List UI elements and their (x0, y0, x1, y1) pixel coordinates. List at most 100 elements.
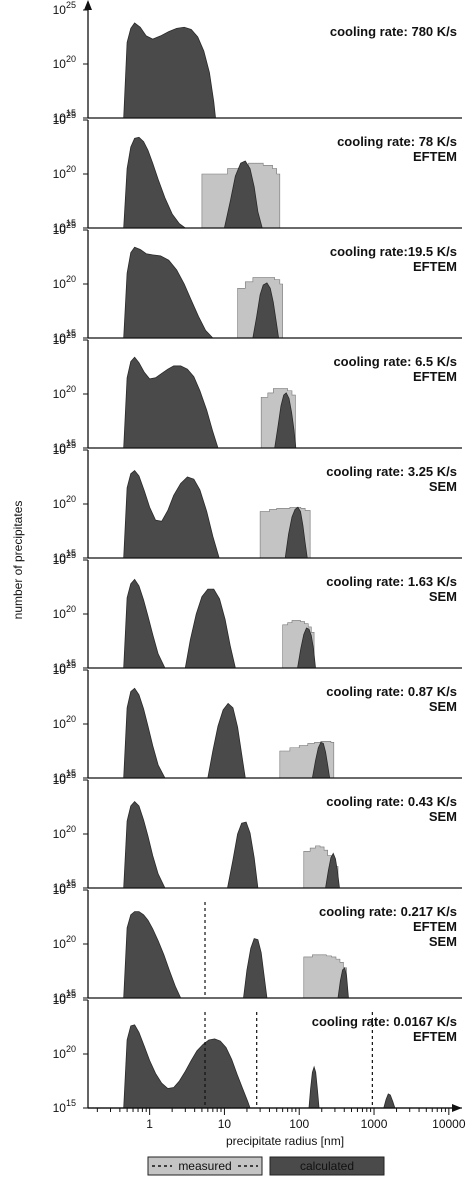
calculated-area (123, 136, 187, 229)
y-tick-label: 1020 (53, 824, 76, 841)
y-tick-exponent: 15 (66, 328, 76, 338)
panel-title-line: cooling rate: 0.217 K/s (319, 904, 457, 919)
calculated-area (123, 578, 166, 669)
y-tick-exponent: 20 (66, 384, 76, 394)
calculated-area (123, 22, 216, 119)
y-tick-label: 1025 (53, 990, 76, 1007)
y-tick-exponent: 25 (66, 220, 76, 230)
y-tick-exponent: 25 (66, 440, 76, 450)
y-tick-exponent: 25 (66, 880, 76, 890)
calculated-2-area (308, 1065, 320, 1109)
y-tick-label: 1020 (53, 164, 76, 181)
panel-title-line: SEM (429, 934, 457, 949)
y-tick-exponent: 15 (66, 768, 76, 778)
panel-title-line: EFTEM (413, 919, 457, 934)
panel-title-line: EFTEM (413, 149, 457, 164)
y-tick-exponent: 20 (66, 1044, 76, 1054)
panel-title-line: SEM (429, 699, 457, 714)
y-tick-exponent: 25 (66, 110, 76, 120)
panel-title-line: SEM (429, 589, 457, 604)
legend: measured calculated (147, 1156, 385, 1176)
y-tick-label: 1025 (53, 880, 76, 897)
calculated-2-area (184, 588, 236, 669)
y-tick-label: 1025 (53, 110, 76, 127)
calculated-area (123, 687, 166, 779)
y-tick-exponent: 20 (66, 824, 76, 834)
y-tick-label: 1025 (53, 440, 76, 457)
calculated-area (123, 469, 220, 559)
y-tick-exponent: 15 (66, 218, 76, 228)
y-tick-exponent: 20 (66, 164, 76, 174)
legend-calculated-swatch (269, 1156, 385, 1176)
y-tick-exponent: 15 (66, 658, 76, 668)
calculated-3-area (383, 1093, 396, 1109)
x-axis-label: precipitate radius [nm] (226, 1134, 344, 1148)
y-axis-label-group: number of precipitates (11, 501, 25, 620)
calculated-2-area (207, 702, 246, 779)
calculated-area (123, 356, 219, 449)
y-tick-label: 1020 (53, 274, 76, 291)
panel-title-line: EFTEM (413, 1029, 457, 1044)
x-tick-label: 10 (218, 1117, 232, 1131)
y-tick-exponent: 15 (66, 548, 76, 558)
y-tick-label: 1025 (53, 220, 76, 237)
y-tick-exponent: 20 (66, 934, 76, 944)
y-tick-exponent: 20 (66, 54, 76, 64)
calculated-area (123, 246, 214, 339)
y-tick-exponent: 15 (66, 988, 76, 998)
legend-calculated-label: calculated (300, 1159, 354, 1173)
panel-title-line: cooling rate: 3.25 K/s (326, 464, 457, 479)
y-tick-exponent: 25 (66, 660, 76, 670)
panel-title-line: SEM (429, 809, 457, 824)
y-tick-exponent: 15 (66, 878, 76, 888)
panel-title-line: cooling rate: 0.43 K/s (326, 794, 457, 809)
y-tick-label: 1025 (53, 550, 76, 567)
panel-title-line: cooling rate: 0.87 K/s (326, 684, 457, 699)
y-tick-exponent: 25 (66, 0, 76, 10)
y-axis-label: number of precipitates (11, 501, 25, 620)
panel-title-line: EFTEM (413, 369, 457, 384)
x-tick-label: 100 (289, 1117, 309, 1131)
panel-title-line: cooling rate: 0.0167 K/s (312, 1014, 457, 1029)
x-tick-label: 1 (146, 1117, 153, 1131)
panel-title-line: EFTEM (413, 259, 457, 274)
y-tick-label: 1020 (53, 384, 76, 401)
y-tick-exponent: 20 (66, 714, 76, 724)
panel-title-line: cooling rate:19.5 K/s (330, 244, 457, 259)
calculated-area (123, 801, 166, 889)
calculated-2-area (243, 938, 268, 999)
y-tick-exponent: 25 (66, 990, 76, 1000)
panel-title-line: SEM (429, 479, 457, 494)
y-tick-exponent: 25 (66, 770, 76, 780)
panel-10: 1015 1020 1025 cooling rate: 0.0167 K/sEFTE… (53, 990, 462, 1115)
y-tick-label: 1020 (53, 494, 76, 511)
x-axis-arrowhead (452, 1104, 462, 1112)
panel-title-line: cooling rate: 6.5 K/s (333, 354, 457, 369)
y-tick-label: 1025 (53, 330, 76, 347)
y-tick-label: 1020 (53, 604, 76, 621)
panels-group: 1015 1020 1025 cooling rate: 780 K/s 1015 102… (53, 0, 462, 1115)
y-tick-label: 1020 (53, 1044, 76, 1061)
y-axis-arrowhead (84, 0, 92, 10)
legend-measured-swatch (147, 1156, 263, 1176)
y-tick-exponent: 20 (66, 604, 76, 614)
y-tick-exponent: 15 (66, 108, 76, 118)
y-tick-label: 1020 (53, 934, 76, 951)
y-tick-label: 1025 (53, 660, 76, 677)
legend-measured-label: measured (178, 1159, 231, 1173)
y-tick-exponent: 25 (66, 550, 76, 560)
y-tick-label: 1025 (53, 770, 76, 787)
panel-title-line: cooling rate: 78 K/s (337, 134, 457, 149)
y-tick-exponent: 15 (66, 1098, 76, 1108)
y-tick-label: 1025 (53, 0, 76, 17)
y-tick-exponent: 20 (66, 274, 76, 284)
